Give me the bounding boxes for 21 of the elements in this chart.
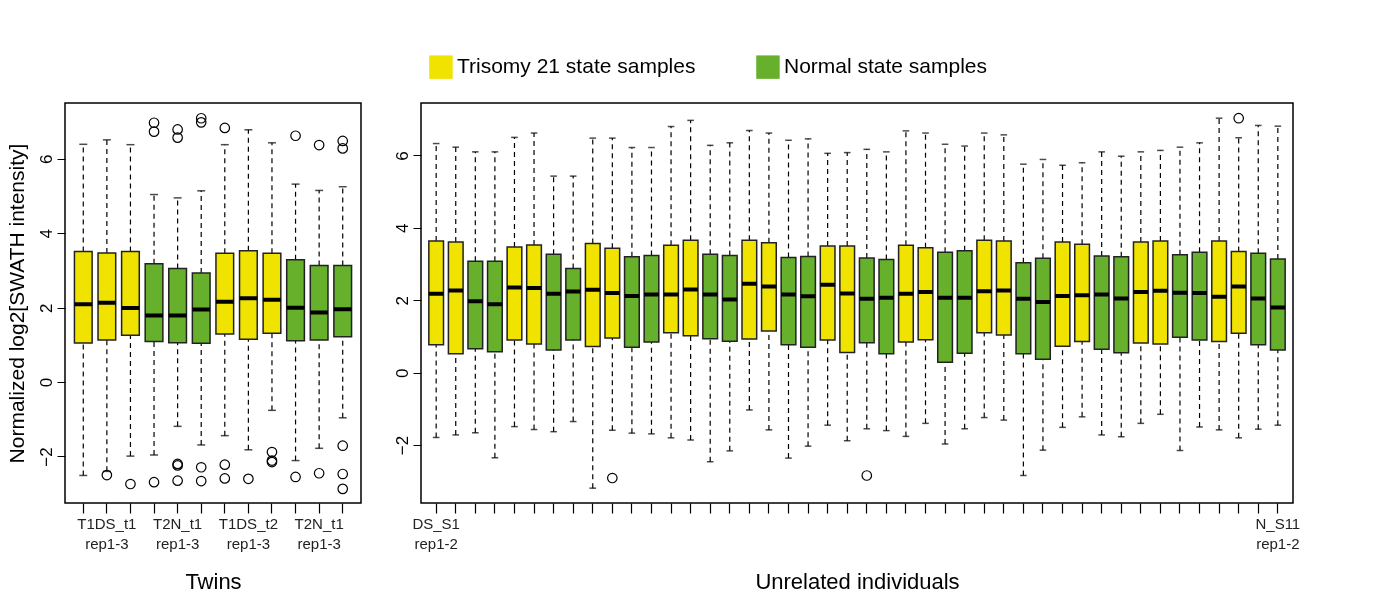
x-tick-label: N_S11 rep1-2: [1255, 515, 1301, 552]
x-axis-title: Twins: [185, 569, 242, 595]
y-tick-label: 0: [392, 368, 412, 378]
x-tick-label: DS_S1 rep1-2: [412, 515, 460, 552]
y-tick-label: 0: [36, 377, 56, 388]
y-tick-label: −2: [36, 447, 56, 467]
y-axis-title: Normalized log2[SWATH intensity]: [4, 143, 28, 464]
y-tick-label: 6: [36, 154, 56, 165]
x-tick-label: T1DS_t1 rep1-3: [77, 515, 137, 552]
y-tick-label: 4: [36, 229, 56, 239]
x-tick-label: T2N_t1 rep1-3: [294, 515, 344, 552]
y-tick-label: 4: [392, 223, 412, 234]
legend-label: Normal state samples: [783, 54, 988, 78]
y-tick-label: 2: [392, 296, 412, 306]
y-tick-label: 6: [392, 151, 412, 161]
x-tick-label: T2N_t1 rep1-3: [153, 515, 203, 552]
y-tick-label: 2: [36, 303, 56, 313]
x-axis-title: Unrelated individuals: [755, 569, 960, 595]
y-tick-label: −2: [392, 435, 412, 456]
x-tick-label: T1DS_t2 rep1-3: [218, 515, 278, 552]
legend-label: Trisomy 21 state samples: [456, 54, 696, 78]
